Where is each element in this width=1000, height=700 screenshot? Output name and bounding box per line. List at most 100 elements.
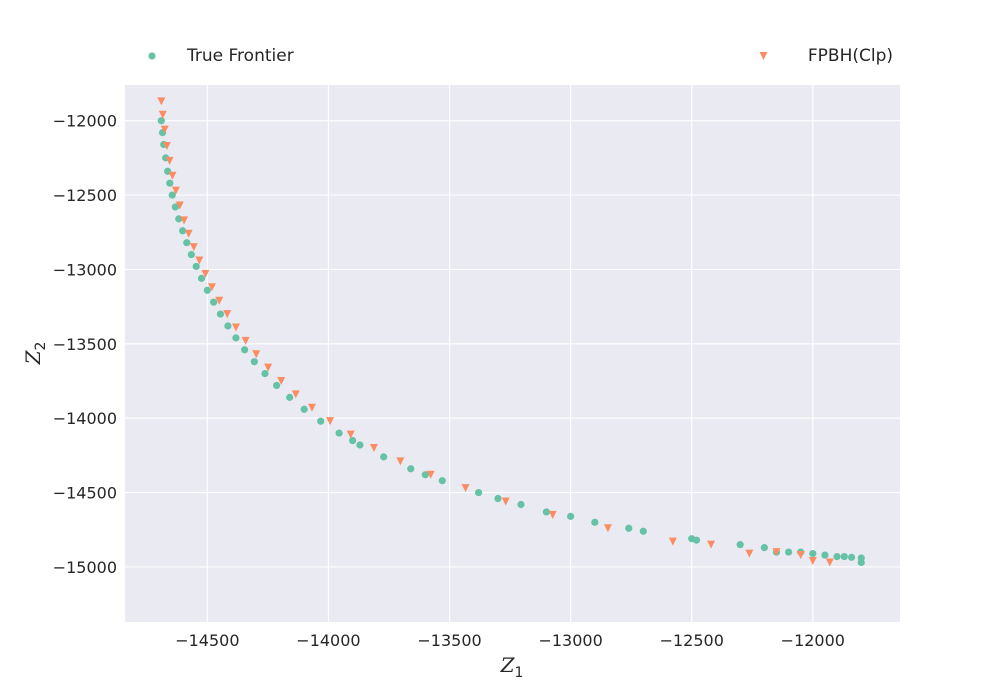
x-gridlines <box>206 85 814 622</box>
data-point-fpbh-clp <box>189 243 198 252</box>
data-point-fpbh-clp <box>396 457 405 466</box>
data-point-fpbh-clp <box>501 497 510 506</box>
data-point-true-frontier <box>232 334 240 342</box>
data-point-fpbh-clp <box>252 350 261 359</box>
legend-entry-true-frontier: True Frontier <box>148 46 294 66</box>
data-point-true-frontier <box>356 441 364 449</box>
data-point-true-frontier <box>736 541 744 549</box>
data-point-true-frontier <box>380 453 388 461</box>
data-point-fpbh-clp <box>291 390 300 399</box>
data-point-true-frontier <box>210 298 218 306</box>
y-tick-label: −14000 <box>53 409 117 428</box>
data-point-fpbh-clp <box>184 229 193 238</box>
data-point-true-frontier <box>203 286 211 294</box>
data-point-fpbh-clp <box>326 417 335 426</box>
data-point-true-frontier <box>157 117 165 125</box>
data-point-fpbh-clp <box>160 125 169 134</box>
data-point-true-frontier <box>407 465 415 473</box>
data-point-true-frontier <box>335 429 343 437</box>
legend-label-fpbh-clp: FPBH(Clp) <box>808 46 893 66</box>
data-point-true-frontier <box>183 239 191 247</box>
y-tick-labels: −12000 −12500 −13000 −13500 −14000 −14500 −150… <box>53 112 117 577</box>
data-point-true-frontier <box>421 471 429 479</box>
data-point-true-frontier <box>166 179 174 187</box>
data-point-true-frontier <box>241 346 249 354</box>
data-point-fpbh-clp <box>157 97 166 106</box>
data-point-true-frontier <box>317 417 325 425</box>
data-point-fpbh-clp <box>241 336 250 345</box>
data-point-true-frontier <box>821 551 829 559</box>
data-point-true-frontier <box>349 436 357 445</box>
y-tick-label: −13000 <box>53 260 117 279</box>
legend-triangle-marker <box>759 52 768 60</box>
data-point-fpbh-clp <box>175 201 184 210</box>
x-tick-label: −13500 <box>417 631 481 650</box>
data-point-fpbh-clp <box>195 256 204 265</box>
data-point-fpbh-clp <box>207 283 216 292</box>
data-point-true-frontier <box>494 494 502 503</box>
data-point-true-frontier <box>168 191 176 199</box>
data-point-true-frontier <box>273 381 281 390</box>
data-point-true-frontier <box>250 358 258 366</box>
y-tick-label: −13500 <box>53 335 117 354</box>
x-tick-label: −12500 <box>660 631 724 650</box>
data-point-true-frontier <box>760 544 768 552</box>
x-axis-label-main: Z <box>500 653 516 677</box>
x-axis-label-subscript: 1 <box>514 665 523 681</box>
data-point-fpbh-clp <box>215 296 224 305</box>
data-point-true-frontier <box>192 262 200 271</box>
data-point-fpbh-clp <box>162 141 171 150</box>
data-point-fpbh-clp <box>180 216 189 225</box>
y-axis-label-main: Z <box>21 349 45 365</box>
data-point-true-frontier <box>809 549 817 558</box>
data-point-true-frontier <box>840 552 848 561</box>
data-point-true-frontier <box>300 405 308 413</box>
data-point-fpbh-clp <box>168 171 177 180</box>
data-point-true-frontier <box>847 553 856 561</box>
data-point-true-frontier <box>591 518 599 526</box>
data-point-true-frontier <box>567 512 575 520</box>
data-point-true-frontier <box>179 227 187 235</box>
data-point-fpbh-clp <box>201 269 210 278</box>
data-point-fpbh-clp <box>223 310 232 319</box>
data-point-true-frontier <box>438 477 446 485</box>
data-point-fpbh-clp <box>796 551 805 560</box>
data-point-fpbh-clp <box>548 510 557 519</box>
data-point-true-frontier <box>171 203 179 211</box>
data-point-fpbh-clp <box>461 484 470 493</box>
data-point-true-frontier <box>187 250 195 259</box>
series-fpbh-clp <box>157 97 834 567</box>
data-point-fpbh-clp <box>264 363 273 372</box>
data-point-true-frontier <box>688 535 696 543</box>
y-tick-label: −15000 <box>53 558 117 577</box>
legend-circle-marker <box>148 52 156 60</box>
data-point-true-frontier <box>833 552 841 561</box>
data-point-fpbh-clp <box>603 524 612 533</box>
data-point-true-frontier <box>517 500 525 509</box>
data-point-true-frontier <box>784 548 793 556</box>
data-point-true-frontier <box>216 310 225 318</box>
y-axis-label-subscript: 2 <box>33 342 49 351</box>
x-tick-label: −13000 <box>538 631 602 650</box>
x-tick-label: −12000 <box>781 631 845 650</box>
plot-area-background <box>125 85 900 622</box>
legend-label-true-frontier: True Frontier <box>186 46 294 66</box>
data-point-fpbh-clp <box>158 110 167 119</box>
y-gridlines <box>125 120 900 568</box>
data-point-fpbh-clp <box>171 186 180 195</box>
data-point-true-frontier <box>639 527 647 535</box>
data-point-true-frontier <box>197 274 206 282</box>
data-point-true-frontier <box>175 215 183 223</box>
data-point-true-frontier <box>625 524 633 532</box>
series-true-frontier <box>157 117 865 567</box>
y-tick-label: −12000 <box>53 112 117 131</box>
legend-entry-fpbh-clp: FPBH(Clp) <box>759 46 893 66</box>
data-point-fpbh-clp <box>369 443 378 452</box>
x-axis-label: Z1 <box>500 653 524 681</box>
x-tick-labels: −14500 −14000 −13500 −13000 −12500 −12000 <box>175 631 845 650</box>
y-axis-label: Z2 <box>21 342 49 366</box>
data-point-fpbh-clp <box>307 403 316 412</box>
data-point-fpbh-clp <box>346 430 355 439</box>
data-point-fpbh-clp <box>825 558 834 567</box>
